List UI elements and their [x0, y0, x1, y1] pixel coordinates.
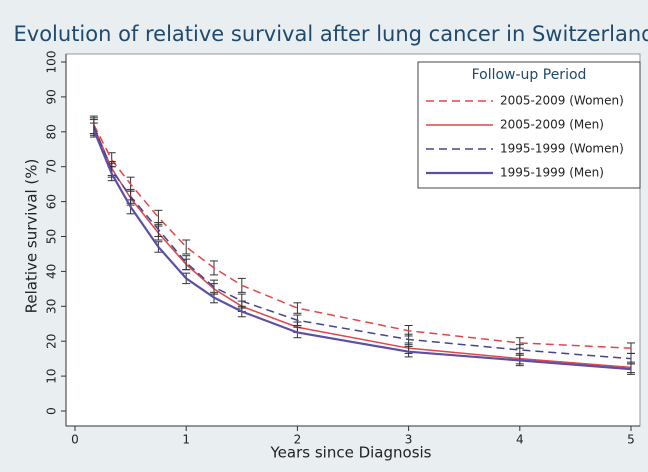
y-tick-label: 90: [45, 89, 59, 104]
y-tick-label: 50: [45, 229, 59, 244]
x-tick-label: 5: [627, 433, 635, 447]
x-tick-label: 2: [294, 433, 302, 447]
x-axis-label: Years since Diagnosis: [270, 444, 432, 462]
y-tick-label: 20: [45, 334, 59, 349]
y-tick-label: 100: [45, 51, 59, 74]
error-bar: [182, 239, 191, 255]
y-tick-label: 0: [45, 407, 59, 415]
legend-label: 2005-2009 (Women): [500, 94, 624, 108]
chart-title: Evolution of relative survival after lun…: [14, 22, 648, 46]
x-tick-label: 1: [182, 433, 190, 447]
y-tick-label: 60: [45, 194, 59, 209]
y-axis-label: Relative survival (%): [23, 159, 41, 314]
legend-label: 1995-1999 (Women): [500, 142, 624, 156]
y-tick-label: 40: [45, 264, 59, 279]
series-line: [93, 126, 632, 360]
y-tick-label: 10: [45, 368, 59, 383]
legend-label: 2005-2009 (Men): [500, 118, 604, 132]
x-tick-label: 3: [405, 433, 413, 447]
series-line: [93, 124, 632, 349]
y-tick-label: 30: [45, 299, 59, 314]
y-tick-label: 80: [45, 124, 59, 139]
legend-title: Follow-up Period: [472, 67, 587, 83]
error-bar: [182, 255, 191, 271]
x-tick-label: 0: [71, 433, 79, 447]
error-bar: [293, 302, 302, 314]
x-tick-label: 4: [516, 433, 524, 447]
y-tick-label: 70: [45, 159, 59, 174]
legend-label: 1995-1999 (Men): [500, 166, 604, 180]
series-line: [92, 129, 632, 371]
